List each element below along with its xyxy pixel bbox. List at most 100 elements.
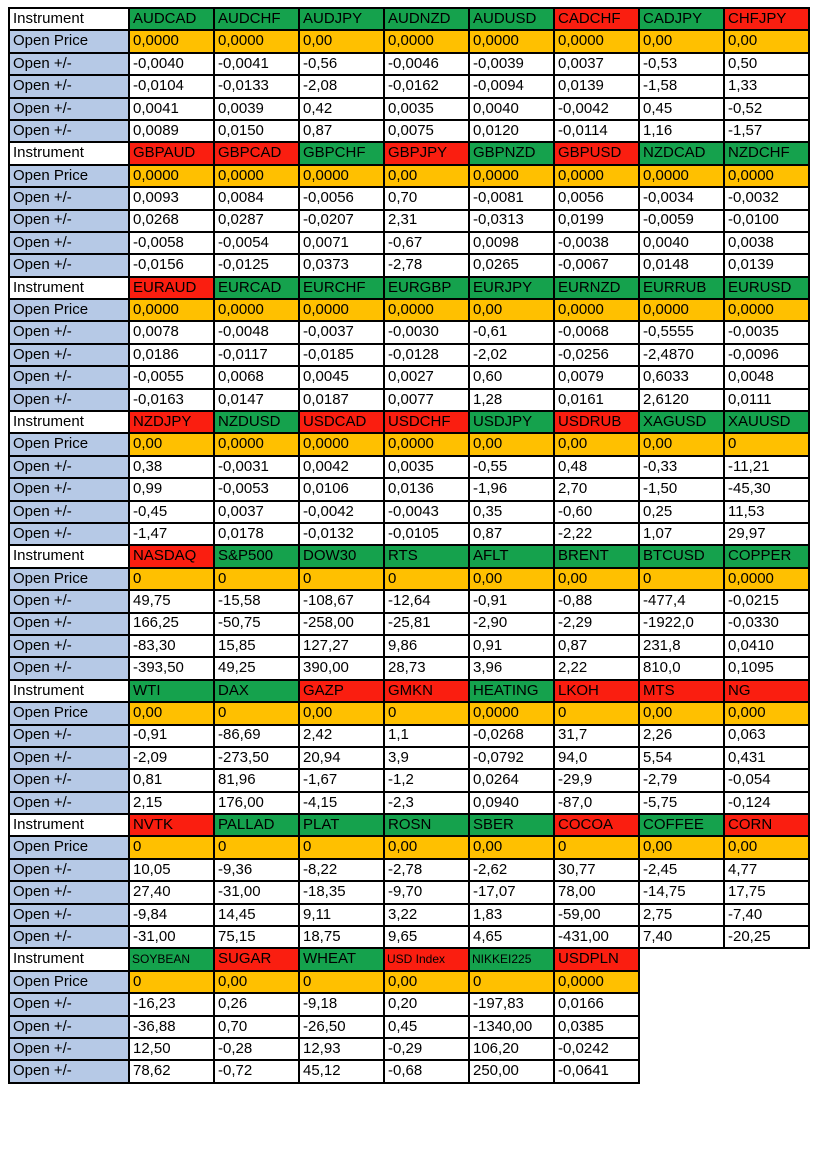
open-change-cell[interactable]: 0,99: [128, 477, 215, 502]
open-change-cell[interactable]: -50,75: [213, 611, 300, 636]
open-change-cell[interactable]: -87,0: [553, 790, 640, 816]
open-change-row-label[interactable]: Open +/-: [8, 365, 130, 390]
open-change-cell[interactable]: -7,40: [723, 902, 810, 928]
open-change-cell[interactable]: 78,00: [553, 880, 640, 905]
open-change-cell[interactable]: -1,47: [128, 521, 215, 547]
open-change-cell[interactable]: -9,18: [298, 992, 385, 1017]
open-change-cell[interactable]: 0,50: [723, 51, 810, 77]
open-change-cell[interactable]: -16,23: [128, 992, 215, 1017]
open-change-cell[interactable]: -1,2: [383, 768, 470, 793]
instrument-header-cell[interactable]: GBPUSD: [553, 141, 640, 166]
open-change-cell[interactable]: 0,0038: [723, 230, 810, 256]
open-change-row-label[interactable]: Open +/-: [8, 768, 130, 793]
open-change-cell[interactable]: -0,0268: [468, 723, 555, 748]
instrument-header-cell[interactable]: AUDJPY: [298, 6, 385, 32]
open-change-cell[interactable]: 4,65: [468, 924, 555, 950]
open-price-cell[interactable]: 0: [128, 969, 215, 995]
instrument-header-cell[interactable]: USDPLN: [553, 947, 640, 972]
open-change-cell[interactable]: 106,20: [468, 1036, 555, 1062]
open-price-cell[interactable]: 0,0000: [298, 298, 385, 323]
open-change-cell[interactable]: -0,0117: [213, 342, 300, 368]
open-change-cell[interactable]: -5,75: [638, 790, 725, 816]
open-change-row-label[interactable]: Open +/-: [8, 924, 130, 950]
open-change-row-label[interactable]: Open +/-: [8, 74, 130, 99]
open-price-row-label[interactable]: Open Price: [8, 29, 130, 54]
instrument-header-cell[interactable]: NZDJPY: [128, 410, 215, 435]
instrument-header-cell[interactable]: XAGUSD: [638, 410, 725, 435]
open-change-cell[interactable]: -0,0042: [298, 499, 385, 525]
instrument-row-label[interactable]: Instrument: [8, 141, 130, 166]
open-change-cell[interactable]: -0,0034: [638, 186, 725, 211]
open-price-cell[interactable]: 0,0000: [638, 298, 725, 323]
open-change-cell[interactable]: 0,45: [638, 96, 725, 121]
open-price-cell[interactable]: 0,0000: [298, 163, 385, 189]
open-change-cell[interactable]: 18,75: [298, 924, 385, 950]
open-change-row-label[interactable]: Open +/-: [8, 1059, 130, 1084]
instrument-header-cell[interactable]: SBER: [468, 813, 555, 838]
open-price-cell[interactable]: 0,00: [213, 969, 300, 995]
instrument-header-cell[interactable]: LKOH: [553, 678, 640, 704]
instrument-header-cell[interactable]: MTS: [638, 678, 725, 704]
open-price-cell[interactable]: 0,0000: [213, 163, 300, 189]
open-change-cell[interactable]: 0,0045: [298, 365, 385, 390]
open-change-cell[interactable]: 0,45: [383, 1014, 470, 1039]
open-change-cell[interactable]: -1922,0: [638, 611, 725, 636]
open-price-cell[interactable]: 0,00: [383, 969, 470, 995]
open-change-cell[interactable]: 0,26: [213, 992, 300, 1017]
open-change-cell[interactable]: -36,88: [128, 1014, 215, 1039]
open-price-row-label[interactable]: Open Price: [8, 432, 130, 457]
open-price-cell[interactable]: 0,0000: [383, 29, 470, 54]
open-change-row-label[interactable]: Open +/-: [8, 253, 130, 278]
open-price-cell[interactable]: 0,0000: [213, 29, 300, 54]
open-change-cell[interactable]: -59,00: [553, 902, 640, 928]
open-change-cell[interactable]: 0,0265: [468, 253, 555, 278]
instrument-header-cell[interactable]: GBPJPY: [383, 141, 470, 166]
open-change-cell[interactable]: -2,79: [638, 768, 725, 793]
open-change-cell[interactable]: -0,0067: [553, 253, 640, 278]
open-change-cell[interactable]: -0,0039: [468, 51, 555, 77]
open-change-cell[interactable]: -0,0133: [213, 74, 300, 99]
open-change-cell[interactable]: 3,96: [468, 656, 555, 681]
instrument-header-cell[interactable]: USDJPY: [468, 410, 555, 435]
open-change-cell[interactable]: 0,0147: [213, 387, 300, 413]
open-change-row-label[interactable]: Open +/-: [8, 902, 130, 928]
open-change-cell[interactable]: -25,81: [383, 611, 470, 636]
open-change-cell[interactable]: 0,0056: [553, 186, 640, 211]
instrument-header-cell[interactable]: NG: [723, 678, 810, 704]
instrument-header-cell[interactable]: S&P500: [213, 544, 300, 569]
instrument-header-cell[interactable]: EURNZD: [553, 275, 640, 301]
open-change-cell[interactable]: 0,0027: [383, 365, 470, 390]
open-price-cell[interactable]: 0,0000: [213, 432, 300, 457]
open-change-cell[interactable]: -26,50: [298, 1014, 385, 1039]
open-change-cell[interactable]: -0,0032: [723, 186, 810, 211]
open-change-cell[interactable]: 0,0041: [128, 96, 215, 121]
open-change-row-label[interactable]: Open +/-: [8, 745, 130, 771]
open-change-cell[interactable]: -2,45: [638, 857, 725, 883]
open-change-cell[interactable]: -0,124: [723, 790, 810, 816]
open-change-cell[interactable]: 0,0178: [213, 521, 300, 547]
instrument-header-cell[interactable]: CADCHF: [553, 6, 640, 32]
open-change-cell[interactable]: -0,91: [468, 589, 555, 614]
open-change-cell[interactable]: -0,0156: [128, 253, 215, 278]
open-change-row-label[interactable]: Open +/-: [8, 118, 130, 144]
open-change-cell[interactable]: 166,25: [128, 611, 215, 636]
open-change-cell[interactable]: -0,28: [213, 1036, 300, 1062]
open-change-row-label[interactable]: Open +/-: [8, 186, 130, 211]
open-change-cell[interactable]: 9,65: [383, 924, 470, 950]
open-price-cell[interactable]: 0,00: [553, 566, 640, 592]
open-change-cell[interactable]: -197,83: [468, 992, 555, 1017]
open-change-cell[interactable]: -2,4870: [638, 342, 725, 368]
open-change-cell[interactable]: -0,0132: [298, 521, 385, 547]
open-change-cell[interactable]: -0,0056: [298, 186, 385, 211]
instrument-header-cell[interactable]: SOYBEAN: [128, 947, 215, 972]
instrument-header-cell[interactable]: AUDCAD: [128, 6, 215, 32]
open-change-cell[interactable]: 2,26: [638, 723, 725, 748]
open-price-cell[interactable]: 0: [298, 969, 385, 995]
open-change-row-label[interactable]: Open +/-: [8, 96, 130, 121]
open-change-cell[interactable]: -0,0104: [128, 74, 215, 99]
open-change-cell[interactable]: 0,48: [553, 454, 640, 480]
open-change-cell[interactable]: 12,50: [128, 1036, 215, 1062]
open-change-cell[interactable]: 0,87: [468, 521, 555, 547]
open-change-cell[interactable]: -0,5555: [638, 320, 725, 345]
open-change-cell[interactable]: 29,97: [723, 521, 810, 547]
